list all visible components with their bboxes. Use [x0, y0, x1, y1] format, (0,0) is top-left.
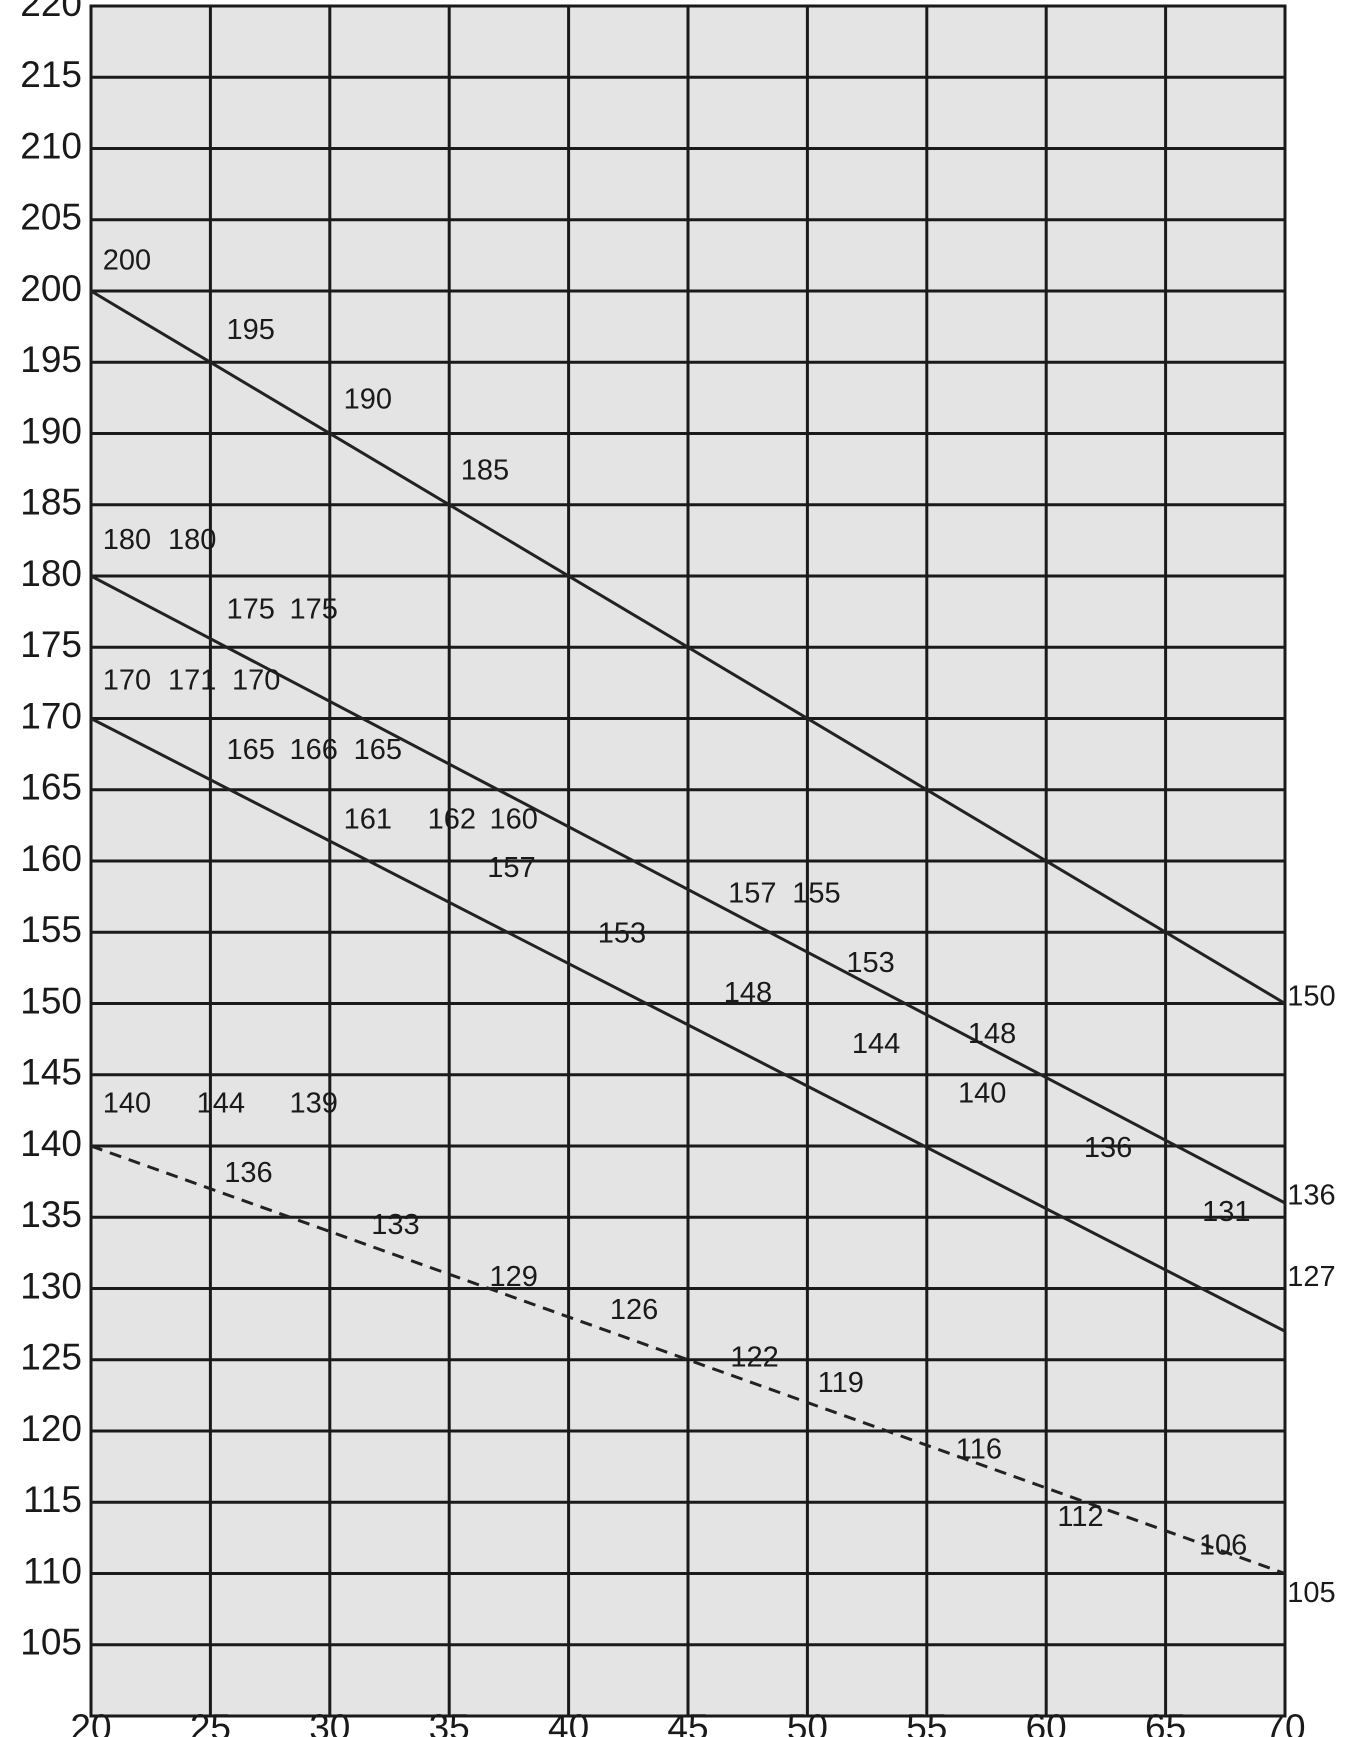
annotation: 180	[168, 524, 216, 556]
series-line	[90, 289, 1286, 1005]
x-tick-label: 35	[429, 1707, 470, 1737]
y-tick-label: 120	[20, 1408, 82, 1449]
x-tick-label: 55	[906, 1707, 947, 1737]
annotation: 162	[428, 804, 476, 836]
x-tick-label: 50	[787, 1707, 828, 1737]
annotation: 129	[489, 1261, 537, 1293]
annotation: 170	[103, 664, 151, 696]
plot-frame	[89, 4, 1287, 1718]
y-tick-label: 145	[20, 1052, 82, 1093]
annotation: 175	[227, 594, 275, 626]
annotation: 136	[224, 1157, 272, 1189]
x-tick-label: 30	[309, 1707, 350, 1737]
annotation: 171	[168, 664, 216, 696]
annotation: 148	[724, 977, 772, 1009]
annotation: 200	[103, 245, 151, 277]
y-tick-label: 200	[20, 268, 82, 309]
y-tick-label: 135	[20, 1194, 82, 1235]
annotation: 119	[818, 1367, 864, 1399]
y-tick-label: 115	[23, 1479, 82, 1520]
y-tick-label: 140	[20, 1123, 82, 1164]
x-tick-label: 45	[667, 1707, 708, 1737]
annotation: 165	[227, 734, 275, 766]
y-tick-label: 180	[20, 553, 82, 594]
annotation: 161	[344, 804, 392, 836]
y-tick-label: 150	[20, 980, 82, 1021]
x-tick-label: 65	[1145, 1707, 1186, 1737]
y-tick-label: 155	[20, 909, 82, 950]
annotation: 175	[289, 594, 337, 626]
series-line	[90, 717, 1286, 1333]
annotation: 165	[354, 734, 402, 766]
annotation: 148	[968, 1018, 1016, 1050]
series-line	[90, 1144, 1286, 1575]
y-tick-label: 160	[20, 838, 82, 879]
y-tick-label: 190	[20, 410, 82, 451]
y-tick-label: 220	[20, 0, 82, 24]
y-tick-label: 165	[20, 767, 82, 808]
x-tick-label: 60	[1026, 1707, 1067, 1737]
y-tick-label: 110	[23, 1550, 82, 1591]
y-tick-label: 125	[20, 1337, 82, 1378]
annotation: 112	[1057, 1501, 1103, 1533]
annotation: 140	[958, 1078, 1006, 1110]
annotation: 170	[232, 664, 280, 696]
annotation: 106	[1199, 1530, 1247, 1562]
annotation: 157	[728, 878, 776, 910]
annotation: 133	[371, 1209, 419, 1241]
annotation: 116	[956, 1433, 1002, 1465]
annotation: 185	[461, 454, 509, 486]
annotation: 136	[1287, 1179, 1335, 1211]
y-tick-label: 210	[20, 125, 82, 166]
annotation: 126	[610, 1294, 658, 1326]
y-tick-label: 205	[20, 197, 82, 238]
y-tick-label: 105	[20, 1622, 82, 1663]
y-tick-label: 185	[20, 482, 82, 523]
annotation: 160	[489, 804, 537, 836]
annotation: 105	[1287, 1577, 1335, 1609]
x-tick-label: 25	[190, 1707, 231, 1737]
annotation: 153	[598, 917, 646, 949]
y-tick-label: 130	[20, 1265, 82, 1306]
y-tick-label: 175	[20, 624, 82, 665]
annotation: 127	[1287, 1261, 1335, 1293]
annotation: 144	[197, 1088, 245, 1120]
annotation: 180	[103, 524, 151, 556]
annotation: 140	[103, 1088, 151, 1120]
annotation: 136	[1084, 1132, 1132, 1164]
annotation: 157	[487, 852, 535, 884]
annotation: 155	[792, 878, 840, 910]
annotation: 144	[852, 1028, 900, 1060]
annotation: 131	[1202, 1196, 1250, 1228]
annotation: 153	[846, 947, 894, 979]
annotation: 139	[289, 1088, 337, 1120]
y-tick-label: 195	[20, 339, 82, 380]
series-line	[90, 574, 1286, 1205]
y-tick-label: 215	[20, 54, 82, 95]
x-tick-label: 40	[548, 1707, 589, 1737]
y-tick-label: 170	[20, 695, 82, 736]
annotation: 190	[344, 384, 392, 416]
annotation: 150	[1287, 980, 1335, 1012]
annotation: 122	[730, 1342, 778, 1374]
annotation: 166	[289, 734, 337, 766]
annotation: 195	[227, 314, 275, 346]
